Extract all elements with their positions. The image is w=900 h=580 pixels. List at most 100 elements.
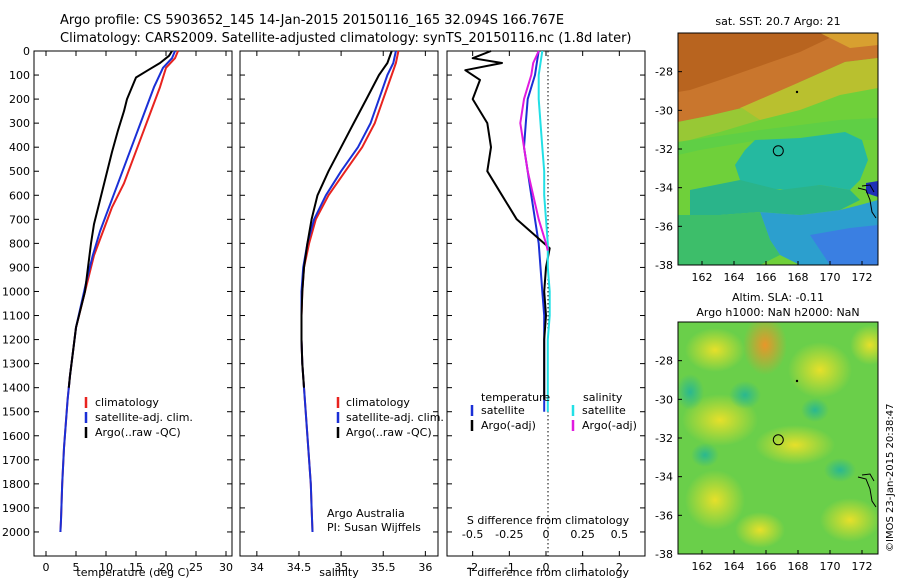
y-tick-label: 100 <box>9 69 30 82</box>
legend-label-climatology: climatology <box>95 396 159 409</box>
map-x-tick-label: 172 <box>852 560 873 573</box>
salinity-axis-label: salinity <box>319 566 359 579</box>
sla-dot <box>795 379 799 383</box>
pi-credit: PI: Susan Wijffels <box>327 521 421 534</box>
legend-label-sal-satellite: satellite <box>582 404 626 417</box>
s-diff-tick-label: -0.5 <box>462 528 483 541</box>
series-line-climatology <box>300 50 400 533</box>
salinity-profile-panel: 34 34.5 35 35.5 36 salinity climatology sate… <box>239 50 444 579</box>
map-x-tick-label: 168 <box>788 560 809 573</box>
map-x-tick-label: 170 <box>820 271 841 284</box>
s-diff-tick-label: -0.25 <box>495 528 523 541</box>
map-x-tick-label: 164 <box>724 271 745 284</box>
sst-map-title: sat. SST: 20.7 Argo: 21 <box>715 15 840 28</box>
y-tick-label: 1200 <box>2 334 30 347</box>
sla-map-panel: Altim. SLA: -0.11 Argo h1000: NaN h2000:… <box>655 291 879 573</box>
map-x-tick-label: 168 <box>788 271 809 284</box>
x-tick-label: 2 <box>616 561 623 574</box>
y-tick-label: 2000 <box>2 526 30 539</box>
difference-legend: temperature salinity satellite Argo(-adj… <box>470 391 637 432</box>
institution-credit: Argo Australia <box>327 507 405 520</box>
x-tick-label: 20 <box>159 561 173 574</box>
legend-label-satellite: satellite-adj. clim. <box>346 411 444 424</box>
x-tick-label: -1 <box>504 561 515 574</box>
x-tick-label: 25 <box>189 561 203 574</box>
y-tick-label: 1500 <box>2 406 30 419</box>
y-tick-label: 1400 <box>2 382 30 395</box>
y-tick-label: 200 <box>9 93 30 106</box>
map-x-tick-label: 166 <box>756 560 777 573</box>
y-tick-label: 0 <box>23 45 30 58</box>
sst-map-panel: sat. SST: 20.7 Argo: 21 162 164 166 168 170 1… <box>655 15 879 284</box>
sla-field <box>678 322 878 554</box>
legend-label-climatology: climatology <box>346 396 410 409</box>
temperature-legend: climatology satellite-adj. clim. Argo(..… <box>84 396 193 439</box>
map-x-tick-label: 170 <box>820 560 841 573</box>
map-y-tick-label: -36 <box>655 509 673 522</box>
map-y-tick-label: -32 <box>655 143 673 156</box>
x-tick-label: 35.5 <box>371 561 396 574</box>
legend-head-temperature: temperature <box>481 391 550 404</box>
map-y-tick-label: -32 <box>655 432 673 445</box>
salinity-difference-axis-label: S difference from climatology <box>467 514 630 527</box>
x-tick-label: 10 <box>99 561 113 574</box>
salinity-legend: climatology satellite-adj. clim. Argo(..… <box>336 396 444 439</box>
y-tick-label: 1300 <box>2 358 30 371</box>
map-y-tick-label: -30 <box>655 393 673 406</box>
x-tick-label: 1 <box>579 561 586 574</box>
temperature-axis-label: temperature (deg C) <box>76 566 189 579</box>
legend-label-argo: Argo(..raw -QC) <box>95 426 181 439</box>
legend-label-temp-satellite: satellite <box>481 404 525 417</box>
difference-profile-panel: -2 -1 0 1 2 -0.5 -0.25 0 0.25 0.5 temperature sal… <box>446 50 646 579</box>
map-x-tick-label: 162 <box>692 271 713 284</box>
series-line-salinity-satellite <box>537 50 551 412</box>
y-tick-label: 400 <box>9 141 30 154</box>
x-tick-label: 35 <box>334 561 348 574</box>
series-line-climatology <box>59 50 179 533</box>
sst-argo-position-marker <box>772 145 784 157</box>
x-tick-label: 36 <box>418 561 432 574</box>
map-y-tick-label: -28 <box>655 66 673 79</box>
figure-subtitle: Climatology: CARS2009. Satellite-adjuste… <box>60 31 632 46</box>
sla-argo-position-marker <box>772 434 784 446</box>
y-tick-label: 1600 <box>2 430 30 443</box>
map-y-tick-label: -38 <box>655 259 673 272</box>
series-line-salinity-argo-adj <box>519 50 549 251</box>
temperature-profile-panel: 0 5 10 15 20 25 300100200300400500600700800900… <box>2 45 233 579</box>
map-y-tick-label: -38 <box>655 548 673 561</box>
legend-label-sal-argo: Argo(-adj) <box>582 419 637 432</box>
y-tick-label: 700 <box>9 213 30 226</box>
salinity-plot-frame <box>239 50 439 557</box>
x-tick-label: 34.5 <box>287 561 312 574</box>
series-line-satellite-adj-clim <box>300 50 397 533</box>
sla-map-title: Altim. SLA: -0.11 <box>732 291 824 304</box>
legend-label-satellite: satellite-adj. clim. <box>95 411 193 424</box>
y-tick-label: 1800 <box>2 478 30 491</box>
x-tick-label: 30 <box>219 561 233 574</box>
x-tick-label: 34 <box>250 561 264 574</box>
series-line-argo-raw-qc <box>67 50 173 388</box>
x-tick-label: -2 <box>467 561 478 574</box>
legend-label-temp-argo: Argo(-adj) <box>481 419 536 432</box>
map-y-tick-label: -34 <box>655 471 673 484</box>
y-tick-label: 900 <box>9 261 30 274</box>
map-x-tick-label: 164 <box>724 560 745 573</box>
y-tick-label: 500 <box>9 165 30 178</box>
legend-head-salinity: salinity <box>583 391 623 404</box>
y-tick-label: 1100 <box>2 310 30 323</box>
y-tick-label: 1000 <box>2 285 30 298</box>
x-tick-label: 0 <box>543 561 550 574</box>
map-y-tick-label: -36 <box>655 220 673 233</box>
map-x-tick-label: 166 <box>756 271 777 284</box>
sla-map-subtitle: Argo h1000: NaN h2000: NaN <box>696 306 859 319</box>
y-tick-label: 600 <box>9 189 30 202</box>
series-line-temperature-satellite <box>523 50 546 412</box>
legend-label-argo: Argo(..raw -QC) <box>346 426 432 439</box>
s-diff-tick-label: 0.25 <box>570 528 595 541</box>
s-diff-tick-label: 0 <box>543 528 550 541</box>
temperature-plot-frame <box>33 50 233 557</box>
series-line-satellite-adj-clim <box>59 50 176 533</box>
figure-title: Argo profile: CS 5903652_145 14-Jan-2015… <box>60 13 564 28</box>
y-tick-label: 800 <box>9 237 30 250</box>
